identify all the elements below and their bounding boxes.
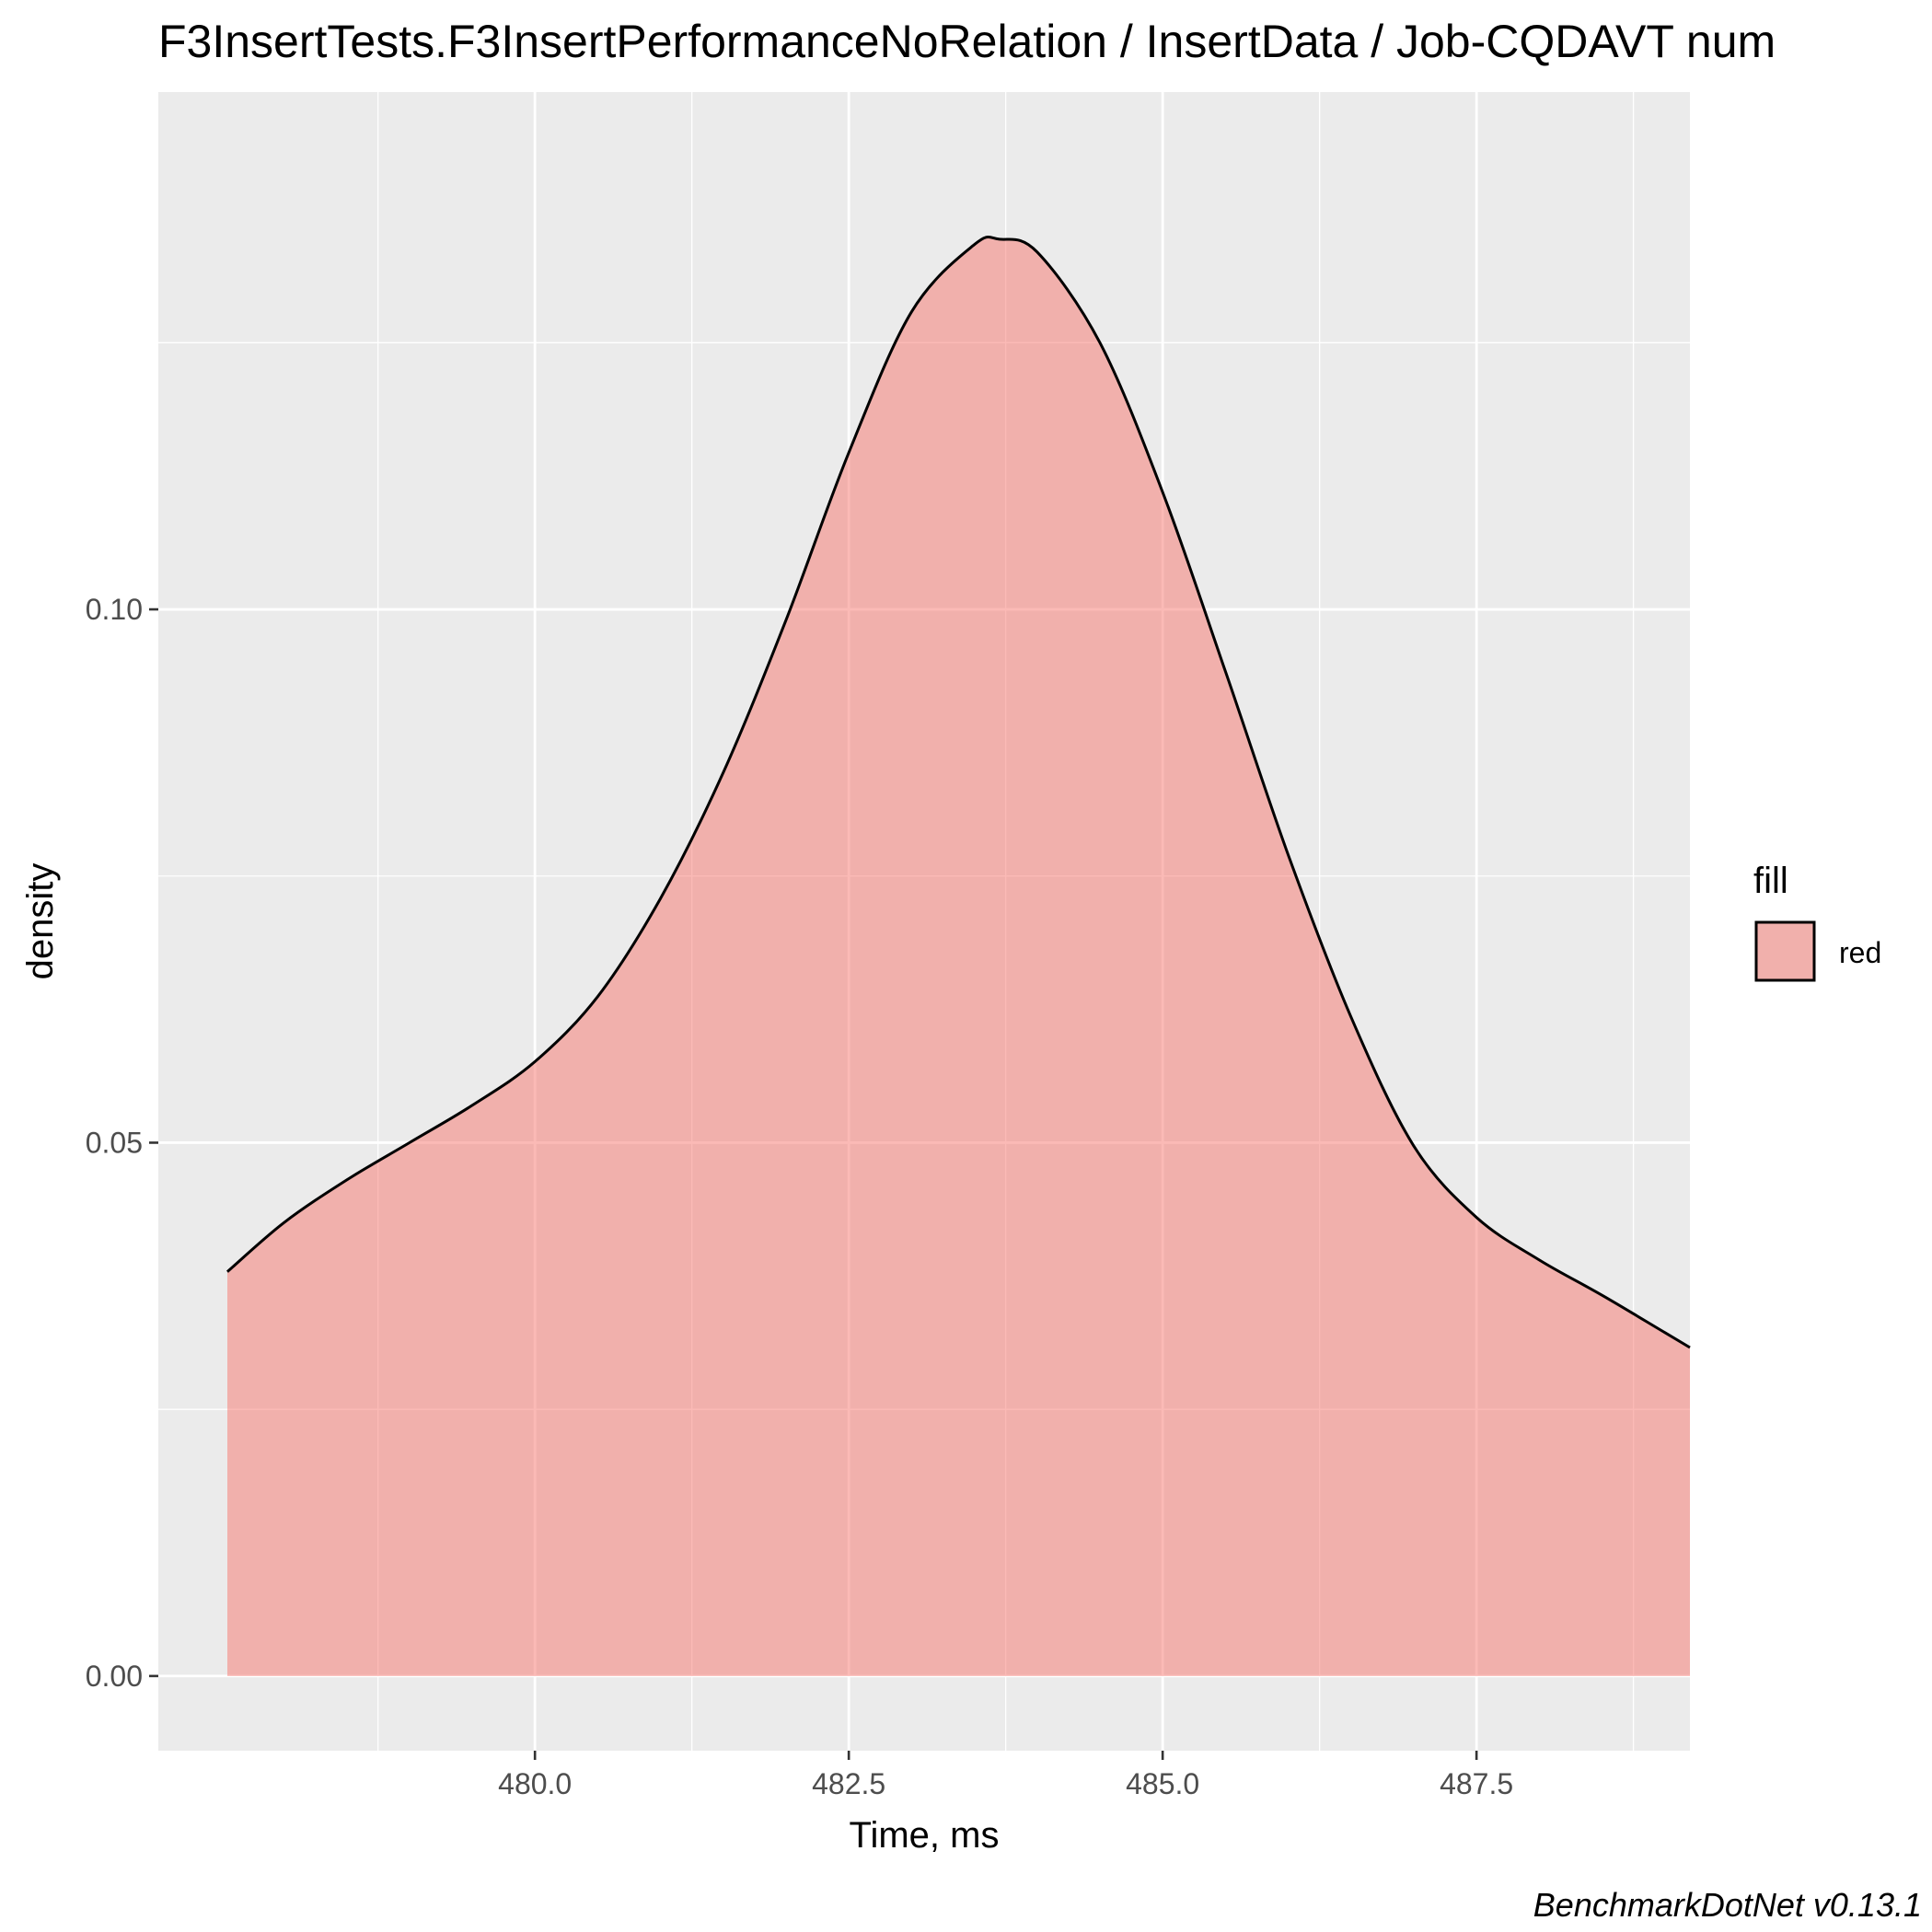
y-tick-label: 0.05 [86, 1126, 143, 1159]
x-tick-label: 480.0 [498, 1767, 572, 1800]
x-tick-label: 485.0 [1126, 1767, 1199, 1800]
density-area [227, 237, 1690, 1676]
legend-swatch-red [1754, 920, 1816, 982]
legend-label-red: red [1839, 936, 1881, 969]
legend: fill red [1753, 861, 1881, 982]
caption: BenchmarkDotNet v0.13.1 [1533, 1886, 1922, 1924]
y-axis: 0.00 0.05 0.10 [86, 593, 158, 1693]
x-axis: 480.0 482.5 485.0 487.5 [498, 1751, 1513, 1800]
density-line [226, 235, 1691, 1349]
chart-title: F3InsertTests.F3InsertPerformanceNoRelat… [158, 16, 1776, 67]
y-axis-title: density [20, 863, 61, 980]
y-tick-label: 0.00 [86, 1660, 143, 1693]
x-tick-label: 487.5 [1440, 1767, 1513, 1800]
x-axis-title: Time, ms [850, 1815, 1000, 1856]
density-layer [226, 235, 1691, 1676]
x-tick-label: 482.5 [812, 1767, 885, 1800]
legend-title: fill [1753, 861, 1788, 901]
y-tick-label: 0.10 [86, 593, 143, 626]
